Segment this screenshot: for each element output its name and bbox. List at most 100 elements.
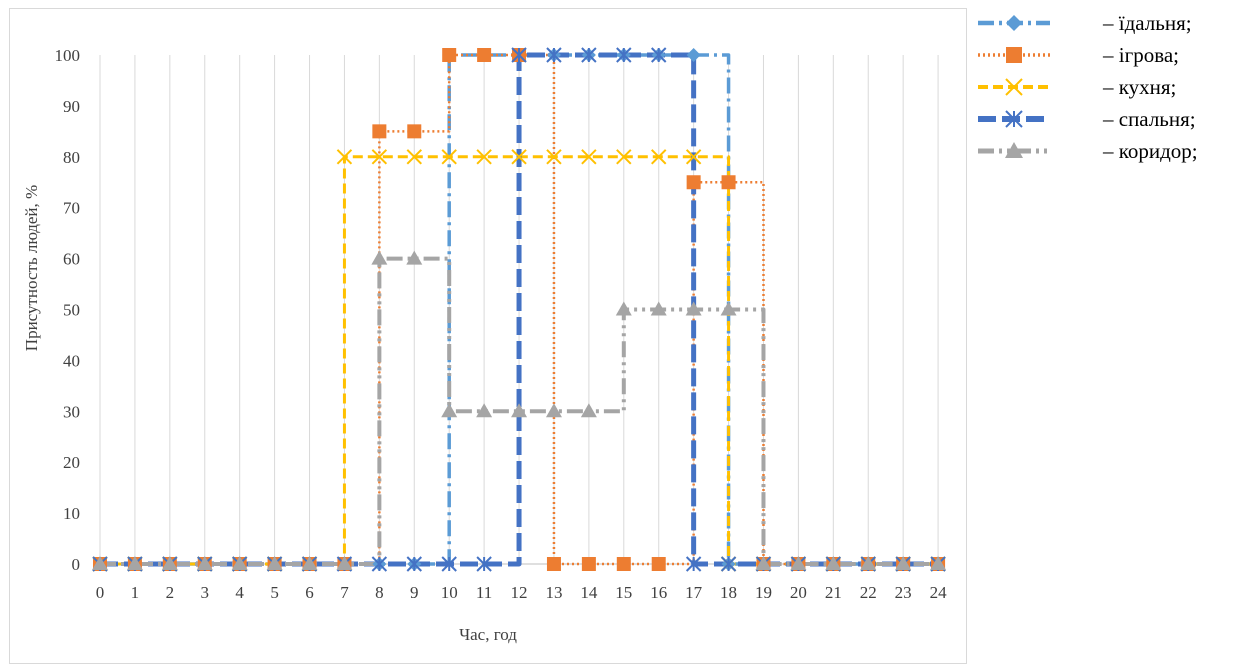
y-tick-label: 40 <box>63 351 80 370</box>
marker-stroke <box>685 149 702 165</box>
data-point <box>476 556 492 572</box>
data-point <box>441 556 457 572</box>
tick-labels: 0 1 2 3 4 5 6 7 8 9 10 11 12 13 14 15 16 17 18 19 20 21 22 23 24… <box>55 46 948 602</box>
marker-stroke <box>616 149 632 165</box>
data-point <box>685 556 702 572</box>
data-point <box>196 556 213 570</box>
data-point <box>685 149 702 165</box>
legend-marker <box>1006 47 1022 63</box>
x-tick-label: 23 <box>895 583 912 602</box>
data-point <box>546 149 562 165</box>
marker-stroke <box>546 149 562 165</box>
x-tick-label: 18 <box>720 583 737 602</box>
data-point <box>161 556 178 570</box>
x-tick-label: 17 <box>685 583 703 602</box>
x-tick-label: 9 <box>410 583 419 602</box>
y-tick-label: 70 <box>63 199 80 218</box>
data-point <box>616 47 632 63</box>
legend-entry: – ігрова; <box>978 43 1179 67</box>
data-point <box>511 403 528 418</box>
y-tick-label: 80 <box>63 148 80 167</box>
data-point <box>442 48 457 62</box>
data-point <box>790 556 807 570</box>
data-point <box>476 403 493 418</box>
data-point <box>755 556 772 570</box>
data-point <box>336 556 353 570</box>
legend: – їдальня; – ігрова; – кухня; – спальня; – к… <box>978 11 1198 163</box>
x-tick-label: 3 <box>201 583 210 602</box>
y-axis-title: Присутность людей, % <box>22 185 41 351</box>
marker-stroke <box>406 149 422 165</box>
legend-entry: – коридор; <box>978 139 1198 163</box>
chart-area <box>9 8 967 664</box>
data-point <box>651 149 667 165</box>
series-lines <box>100 52 939 567</box>
legend-marker <box>1005 142 1023 158</box>
y-tick-label: 50 <box>63 301 80 320</box>
data-point <box>406 556 422 572</box>
series-line-3 <box>100 52 939 567</box>
data-point <box>477 48 492 62</box>
x-tick-label: 22 <box>860 583 877 602</box>
x-tick-label: 20 <box>790 583 807 602</box>
data-point <box>650 301 667 316</box>
x-tick-label: 8 <box>375 583 384 602</box>
data-point <box>441 149 457 165</box>
data-point <box>581 557 596 571</box>
legend-entry: – їдальня; <box>978 11 1192 35</box>
data-point <box>616 557 631 571</box>
data-point <box>406 149 422 165</box>
y-tick-label: 10 <box>63 504 80 523</box>
x-tick-label: 5 <box>270 583 279 602</box>
x-tick-label: 19 <box>755 583 772 602</box>
marker-stroke <box>476 149 492 165</box>
legend-marker <box>1005 110 1023 128</box>
legend-label: – їдальня; <box>1102 11 1192 35</box>
legend-entry: – кухня; <box>978 75 1176 99</box>
marker-stroke <box>511 149 527 165</box>
data-point <box>721 175 736 190</box>
x-tick-label: 11 <box>476 583 492 602</box>
data-point <box>685 301 702 316</box>
marker-stroke <box>371 149 388 165</box>
marker-stroke <box>1005 78 1023 96</box>
data-point <box>581 149 597 165</box>
data-point <box>371 149 388 165</box>
data-point <box>651 557 666 571</box>
legend-label: – спальня; <box>1102 107 1196 131</box>
legend-marker <box>1006 15 1022 31</box>
data-point <box>615 301 632 316</box>
y-tick-label: 20 <box>63 453 80 472</box>
x-tick-label: 2 <box>166 583 175 602</box>
data-point <box>545 403 562 418</box>
x-tick-label: 4 <box>235 583 244 602</box>
data-point <box>371 250 388 265</box>
y-tick-label: 30 <box>63 402 80 421</box>
legend-label: – кухня; <box>1102 75 1176 99</box>
series-line-4 <box>100 256 939 566</box>
y-tick-label: 100 <box>55 46 81 65</box>
x-tick-label: 15 <box>615 583 632 602</box>
marker-stroke <box>336 149 353 165</box>
data-point <box>546 47 562 63</box>
x-axis-title: Час, год <box>459 625 517 644</box>
data-point <box>860 556 877 570</box>
data-point <box>126 556 143 570</box>
data-point <box>686 175 701 190</box>
x-tick-label: 13 <box>545 583 562 602</box>
x-tick-label: 7 <box>340 583 349 602</box>
data-point <box>476 149 492 165</box>
data-point <box>581 47 597 63</box>
data-point <box>231 556 248 570</box>
x-tick-label: 0 <box>96 583 105 602</box>
legend-label: – коридор; <box>1102 139 1198 163</box>
data-point <box>372 124 387 139</box>
legend-label: – ігрова; <box>1102 43 1179 67</box>
marker-stroke <box>441 149 457 165</box>
data-point <box>441 403 458 418</box>
x-tick-label: 21 <box>825 583 842 602</box>
data-point <box>371 556 388 572</box>
data-point <box>92 556 108 570</box>
data-point <box>720 301 737 316</box>
data-point <box>406 250 423 265</box>
